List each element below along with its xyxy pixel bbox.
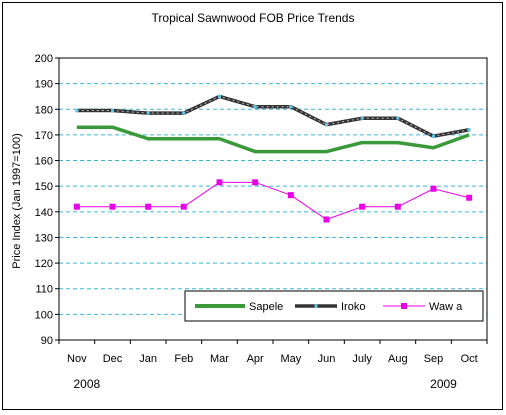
x-tick-label-jan: Jan [139,353,157,365]
y-tick-label-150: 150 [35,181,53,193]
series-iroko [75,94,471,138]
legend-label-iroko: Iroko [341,301,365,313]
gridlines [59,83,487,315]
y-tick-label-100: 100 [35,309,53,321]
legend-marker-iroko [314,304,318,308]
point-wawa-6 [287,192,294,199]
point-iroko-4 [218,94,221,98]
y-tick-label-90: 90 [41,335,53,347]
point-wawa-5 [252,179,259,186]
x-tick-label-aug: Aug [388,353,408,365]
legend: Sapele Iroko Waw a [184,290,484,322]
y-tick-label-140: 140 [35,207,53,219]
point-wawa-8 [359,203,366,210]
x-tick-label-jun: Jun [318,353,336,365]
x-tick-label-nov: Nov [67,353,87,365]
point-wawa-3 [180,203,187,210]
point-iroko-9 [396,116,400,120]
point-iroko-0 [75,109,79,113]
chart-frame: Tropical Sawnwood FOB Price Trends Price… [2,2,503,410]
x-tick-label-dec: Dec [103,353,123,365]
line-iroko [76,94,470,138]
x-tick-label-oct: Oct [461,353,478,365]
legend-marker-wawa [401,303,407,309]
point-iroko-3 [182,111,186,115]
point-iroko-10 [432,134,435,138]
y-tick-label-160: 160 [35,156,53,168]
point-wawa-10 [430,185,437,192]
point-iroko-11 [467,128,471,132]
y-tick-label-130: 130 [35,232,53,244]
point-wawa-0 [73,203,80,210]
point-iroko-7 [325,123,328,127]
year-label-2008: 2008 [73,377,100,391]
point-iroko-6 [289,105,293,109]
x-tick-label-mar: Mar [210,353,229,365]
y-tick-label-170: 170 [35,130,53,142]
x-tick-label-sep: Sep [424,353,444,365]
point-wawa-11 [466,194,473,201]
point-wawa-7 [323,216,330,223]
y-axis-label: Price Index (Jan 1997=100) [11,133,23,268]
y-tick-label-180: 180 [35,104,53,116]
point-wawa-1 [109,203,116,210]
legend-label-sapele: Sapele [249,301,283,313]
point-wawa-2 [145,203,152,210]
line-sapele [76,125,470,154]
x-tick-label-may: May [280,353,301,365]
x-tick-label-feb: Feb [174,353,193,365]
y-tick-label-110: 110 [35,284,53,296]
series-sapele [76,125,470,154]
line-wawa [76,181,470,221]
point-iroko-1 [111,109,114,113]
year-label-2009: 2009 [430,377,457,391]
x-tick-label-apr: Apr [247,353,264,365]
point-wawa-4 [216,179,223,186]
series-wawa [73,179,473,223]
line-chart: Tropical Sawnwood FOB Price Trends Price… [11,11,488,391]
y-tick-label-200: 200 [35,53,53,65]
y-tick-label-190: 190 [35,79,53,91]
line-iroko-highlight [76,95,470,137]
point-iroko-2 [146,111,150,115]
point-iroko-8 [360,116,364,120]
point-wawa-9 [394,203,401,210]
series-group [73,94,473,223]
y-tick-label-120: 120 [35,258,53,270]
chart-title: Tropical Sawnwood FOB Price Trends [152,11,355,25]
x-tick-label-july: July [352,353,372,365]
axes: 90 100 110 120 130 140 150 160 170 180 190 200 Nov De… [35,53,488,391]
point-iroko-5 [253,105,257,109]
legend-label-wawa: Waw a [429,301,463,313]
